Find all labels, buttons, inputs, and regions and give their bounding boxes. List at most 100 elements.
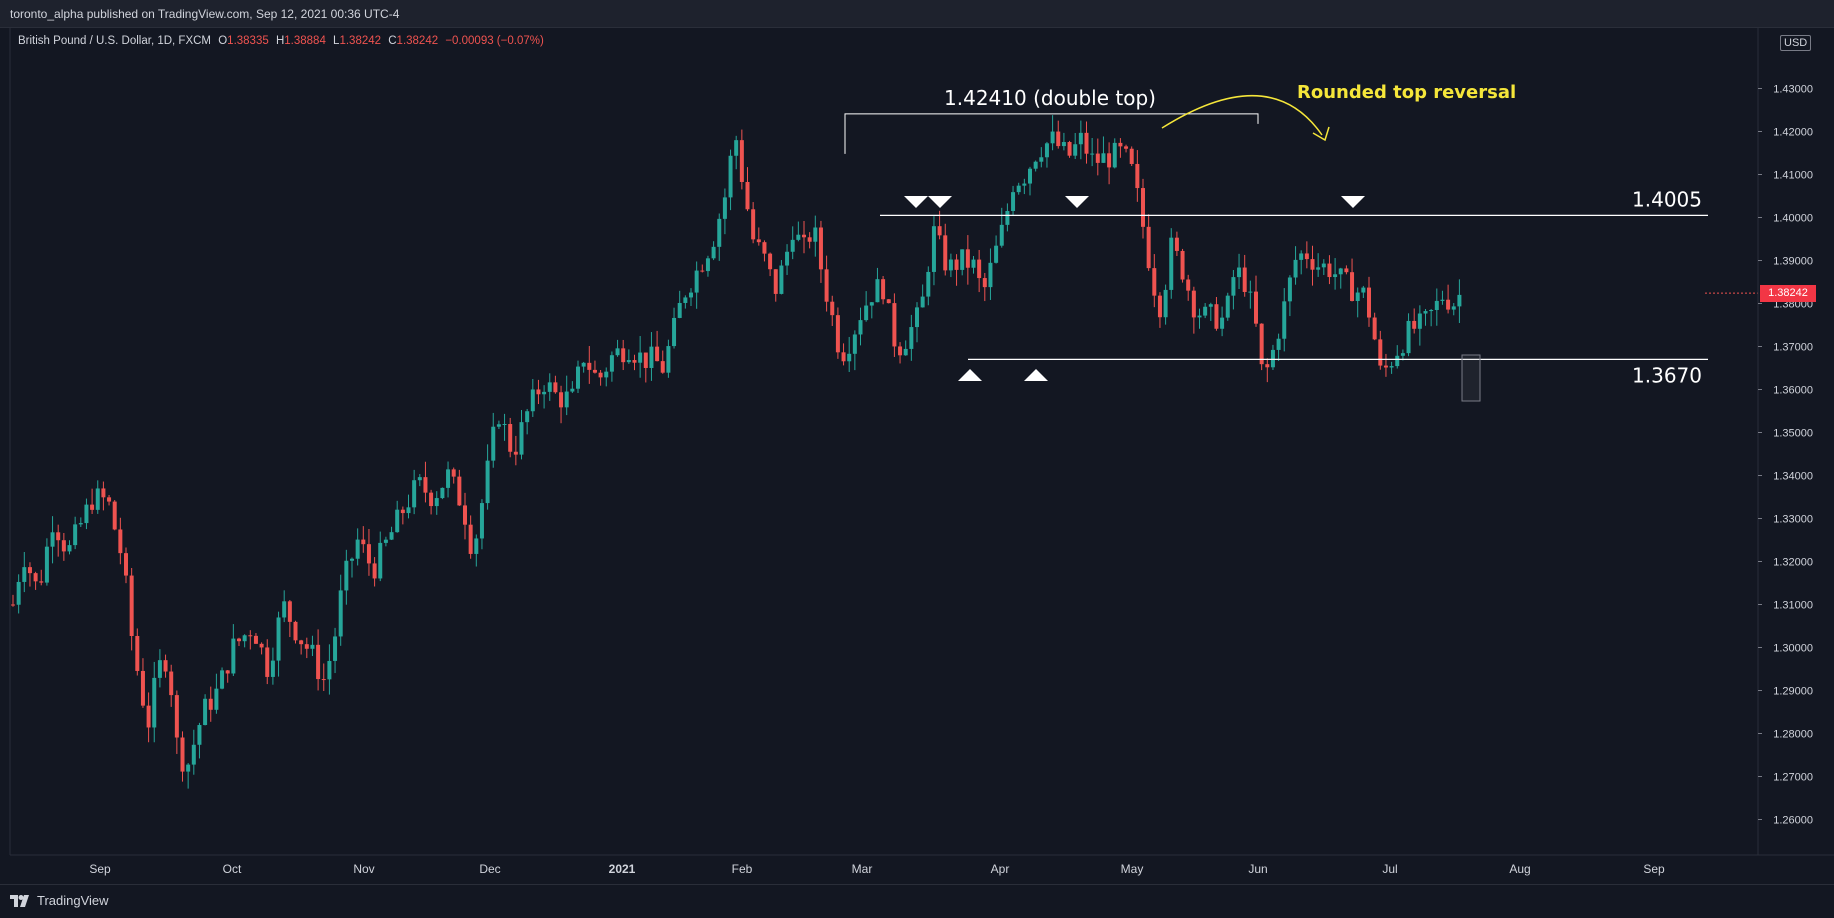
bullish-candle xyxy=(931,216,936,286)
currency-label[interactable]: USD xyxy=(1780,35,1812,51)
bearish-candle xyxy=(39,569,44,586)
open-value: 1.38335 xyxy=(227,35,269,47)
bullish-candle xyxy=(310,635,315,657)
candle-body xyxy=(1270,349,1275,368)
candle-body xyxy=(813,227,818,242)
candle-body xyxy=(903,348,908,356)
candle-body xyxy=(479,503,484,539)
bearish-candle xyxy=(807,232,812,249)
time-tick-label: Jun xyxy=(1248,862,1267,876)
price-tick-label: 1.37000 xyxy=(1773,342,1813,354)
bearish-candle xyxy=(1367,276,1371,327)
candle-body xyxy=(700,270,705,272)
candle-body xyxy=(1118,142,1123,147)
candle-body xyxy=(304,644,309,649)
bullish-candle xyxy=(852,330,857,371)
candle-body xyxy=(129,575,134,636)
bearish-candle xyxy=(293,620,298,644)
candle-body xyxy=(355,539,360,559)
bullish-candle xyxy=(434,491,439,515)
candle-body xyxy=(203,698,208,726)
candle-body xyxy=(1067,142,1072,156)
time-tick-label: Mar xyxy=(852,862,873,876)
candle-body xyxy=(1412,320,1417,329)
candle-body xyxy=(1457,294,1462,307)
candle-body xyxy=(485,460,490,504)
candle-body xyxy=(1265,364,1270,368)
bearish-candle xyxy=(56,524,61,557)
bullish-candle xyxy=(858,307,863,346)
bearish-candle xyxy=(587,346,592,384)
bearish-candle xyxy=(124,547,128,584)
bearish-candle xyxy=(146,692,151,743)
candle-body xyxy=(56,532,61,541)
candle-body xyxy=(344,560,349,591)
bullish-candle xyxy=(1276,333,1281,361)
bearish-candle xyxy=(700,264,705,273)
candle-body xyxy=(982,278,987,288)
bearish-candle xyxy=(745,167,750,212)
candle-body xyxy=(1440,299,1445,301)
candle-body xyxy=(790,239,795,252)
bullish-candle xyxy=(1316,253,1321,277)
candle-body xyxy=(988,262,993,288)
candle-body xyxy=(564,391,569,408)
candle-body xyxy=(711,246,716,259)
bearish-candle xyxy=(559,385,564,424)
time-tick-label: Sep xyxy=(89,862,111,876)
candle-body xyxy=(525,411,530,423)
bullish-candle xyxy=(378,531,383,582)
candle-body xyxy=(1451,306,1456,310)
bearish-candle xyxy=(1180,248,1185,283)
bullish-candle xyxy=(220,667,225,690)
bearish-candle xyxy=(977,249,982,293)
tradingview-logo[interactable]: TradingView xyxy=(10,893,109,908)
time-tick-label: Feb xyxy=(732,862,753,876)
candle-body xyxy=(417,477,422,481)
candle-body xyxy=(869,302,874,306)
candle-body xyxy=(90,504,95,510)
bullish-candle xyxy=(971,255,976,274)
support-label: 1.3670 xyxy=(1632,363,1702,387)
candle-body xyxy=(1061,142,1066,147)
bullish-candle xyxy=(779,260,784,295)
bullish-candle xyxy=(1361,285,1366,298)
bearish-candle xyxy=(830,295,835,326)
candle-body xyxy=(1395,355,1400,367)
bearish-candle xyxy=(841,343,846,366)
candle-body xyxy=(1434,300,1439,311)
bullish-candle xyxy=(1208,302,1213,321)
bullish-candle xyxy=(1061,132,1066,151)
bullish-candle xyxy=(191,729,196,775)
bearish-candle xyxy=(773,269,778,302)
bullish-candle xyxy=(395,500,400,533)
price-tick-label: 1.33000 xyxy=(1773,514,1813,526)
candle-body xyxy=(937,226,942,236)
bearish-candle xyxy=(508,417,513,458)
bearish-candle xyxy=(1372,312,1377,341)
bullish-candle xyxy=(327,644,332,695)
candle-body xyxy=(95,488,100,510)
bearish-candle xyxy=(90,488,95,514)
bearish-candle xyxy=(180,731,185,782)
bullish-candle xyxy=(672,307,677,349)
bearish-candle xyxy=(1446,284,1451,314)
rounded-top-arrowhead xyxy=(1312,126,1330,142)
bearish-candle xyxy=(1107,142,1112,185)
bullish-candle xyxy=(542,385,547,409)
candle-body xyxy=(1180,250,1185,280)
bullish-candle xyxy=(994,235,999,264)
candle-body xyxy=(208,698,213,710)
bearish-candle xyxy=(756,227,761,246)
bearish-candle xyxy=(1095,138,1100,176)
bullish-candle xyxy=(406,494,411,519)
candle-body xyxy=(609,355,614,372)
bullish-candle xyxy=(1022,178,1027,195)
candle-body xyxy=(683,297,688,303)
bullish-candle xyxy=(570,381,575,394)
candle-body xyxy=(1417,313,1422,329)
candle-body xyxy=(1005,210,1010,225)
bullish-candle xyxy=(1044,141,1049,168)
candle-body xyxy=(722,197,727,219)
